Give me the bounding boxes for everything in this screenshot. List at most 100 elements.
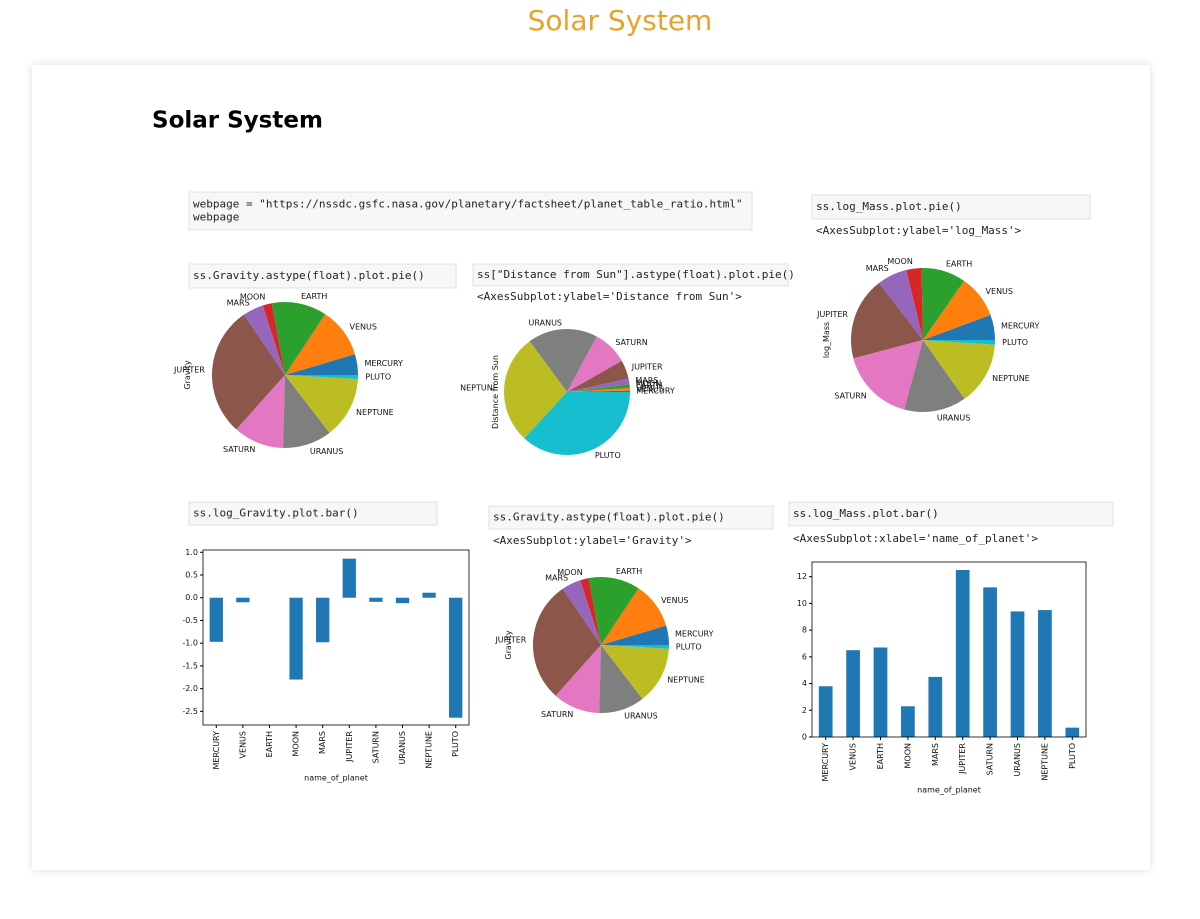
x-tick-label: JUPITER bbox=[345, 731, 354, 763]
pie-label: VENUS bbox=[349, 323, 376, 332]
pie-label: MOON bbox=[887, 257, 912, 266]
pie-wedge bbox=[236, 375, 285, 448]
code-line: webpage = "https://nssdc.gsfc.nasa.gov/p… bbox=[193, 198, 743, 211]
code-cell bbox=[788, 501, 1114, 527]
page-title: Solar System bbox=[528, 4, 713, 37]
y-tick-label: 0 bbox=[802, 733, 807, 742]
pie-label: URANUS bbox=[529, 318, 562, 327]
bar bbox=[316, 597, 330, 643]
pie-wedge bbox=[580, 578, 601, 645]
pie-wedge bbox=[567, 384, 630, 392]
pie-wedge bbox=[567, 387, 630, 392]
pie-label: EARTH bbox=[946, 260, 972, 269]
y-tick-label: 0.5 bbox=[185, 571, 198, 580]
pie-label: VENUS bbox=[661, 596, 688, 605]
pie-wedge bbox=[262, 303, 285, 375]
code-line: webpage bbox=[193, 211, 239, 224]
code-cell bbox=[188, 263, 457, 289]
pie-label: MOON bbox=[636, 379, 661, 388]
y-tick-label: -0.5 bbox=[182, 616, 198, 625]
pie-label: JUPITER bbox=[631, 363, 663, 372]
pie-label: MOON bbox=[557, 568, 582, 577]
pie-wedge bbox=[923, 280, 991, 340]
x-tick-label: EARTH bbox=[265, 731, 274, 757]
pie-label: SATURN bbox=[223, 445, 255, 454]
bar bbox=[955, 570, 970, 737]
pie-wedge bbox=[906, 268, 923, 340]
pie-wedge bbox=[285, 354, 358, 375]
y-tick-label: 8 bbox=[802, 626, 807, 635]
pie-label: MARS bbox=[227, 298, 250, 307]
pie-label: SATURN bbox=[834, 391, 866, 400]
x-tick-label: PLUTO bbox=[451, 731, 460, 757]
y-axis-label: log_Mass bbox=[822, 322, 831, 358]
pie-wedge bbox=[601, 645, 669, 699]
pie-label: VENUS bbox=[636, 384, 663, 393]
code-line: ss["Distance from Sun"].astype(float).pl… bbox=[477, 268, 795, 281]
pie-wedge bbox=[921, 268, 965, 340]
bar bbox=[1065, 727, 1080, 737]
pie-wedge bbox=[567, 378, 630, 392]
pie-wedge bbox=[878, 270, 923, 340]
pie-label: NEPTUNE bbox=[667, 675, 705, 684]
bar bbox=[395, 597, 410, 604]
pie-label: MERCURY bbox=[364, 359, 403, 368]
y-axis-label: Distance from Sun bbox=[491, 355, 500, 429]
code-line: ss.Gravity.astype(float).plot.pie() bbox=[193, 269, 425, 282]
y-tick-label: 12 bbox=[797, 572, 807, 581]
code-line: ss.Gravity.astype(float).plot.pie() bbox=[493, 511, 725, 524]
pie-label: MARS bbox=[545, 573, 568, 582]
y-axis-label: Gravity bbox=[183, 360, 192, 389]
pie-label: MERCURY bbox=[675, 630, 714, 639]
cell-output: <AxesSubplot:xlabel='name_of_planet'> bbox=[793, 532, 1038, 545]
x-tick-label: NEPTUNE bbox=[1040, 743, 1049, 781]
pie-label: NEPTUNE bbox=[460, 384, 498, 393]
code-line: ss.log_Mass.plot.bar() bbox=[793, 507, 939, 520]
y-tick-label: -1.0 bbox=[182, 639, 198, 648]
pie-label: EARTH bbox=[301, 292, 327, 301]
pie-label: JUPITER bbox=[816, 310, 848, 319]
pie-label: PLUTO bbox=[365, 373, 391, 382]
x-tick-label: MERCURY bbox=[212, 731, 221, 770]
pie-wedge bbox=[567, 336, 622, 392]
x-tick-label: MOON bbox=[292, 731, 301, 756]
pie-wedge bbox=[211, 314, 285, 430]
y-tick-label: 2 bbox=[802, 706, 807, 715]
pie-label: VENUS bbox=[986, 287, 1013, 296]
code-cell bbox=[488, 505, 774, 530]
pie-label: PLUTO bbox=[1002, 338, 1028, 347]
heading: Solar System bbox=[152, 108, 323, 134]
x-tick-label: URANUS bbox=[1013, 743, 1022, 776]
x-tick-label: SATURN bbox=[986, 743, 995, 775]
y-tick-label: -1.5 bbox=[182, 661, 198, 670]
x-tick-label: MERCURY bbox=[821, 743, 830, 782]
plot-frame bbox=[202, 549, 470, 726]
bar bbox=[236, 597, 250, 603]
pie-wedge bbox=[601, 645, 669, 649]
x-tick-label: MOON bbox=[903, 743, 912, 768]
x-tick-label: SATURN bbox=[371, 731, 380, 763]
pie-wedge bbox=[271, 302, 326, 375]
pie-label: SATURN bbox=[541, 710, 573, 719]
pie-label: JUPITER bbox=[173, 365, 205, 374]
pie-wedge bbox=[504, 341, 567, 439]
pie-wedge bbox=[923, 340, 995, 399]
y-tick-label: 1.0 bbox=[185, 548, 198, 557]
pie-label: MERCURY bbox=[1001, 321, 1040, 330]
pie-label: MERCURY bbox=[636, 387, 675, 396]
x-tick-label: JUPITER bbox=[958, 743, 967, 775]
bar bbox=[846, 650, 860, 737]
x-tick-label: VENUS bbox=[849, 743, 858, 770]
pie-wedge bbox=[904, 340, 965, 412]
pie-wedge bbox=[529, 329, 597, 392]
bar bbox=[928, 676, 943, 737]
pie-wedge bbox=[567, 384, 630, 392]
y-tick-label: -2.5 bbox=[182, 707, 198, 716]
bar bbox=[369, 597, 383, 602]
cell-output: <AxesSubplot:ylabel='Gravity'> bbox=[493, 534, 692, 547]
bar bbox=[342, 558, 356, 598]
x-tick-label: NEPTUNE bbox=[425, 731, 434, 769]
plot-frame bbox=[811, 561, 1087, 738]
